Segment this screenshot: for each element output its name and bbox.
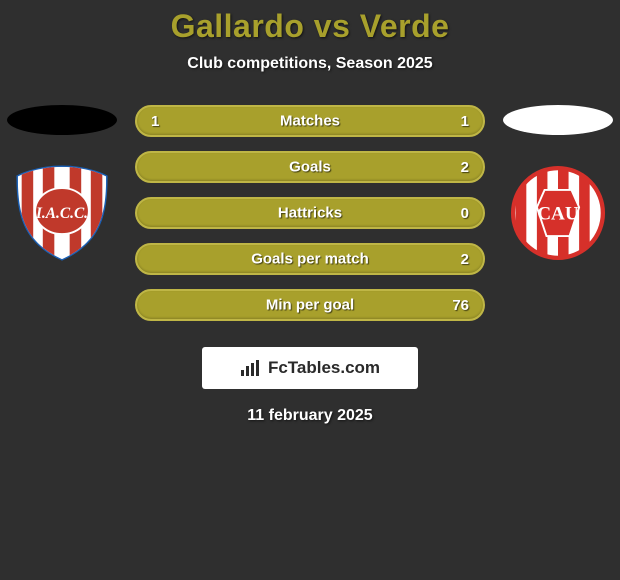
stat-right-value: 2 (445, 251, 469, 268)
stat-right-value: 2 (445, 159, 469, 176)
stat-bar-matches: 1 Matches 1 (135, 105, 485, 137)
bar-chart-icon (240, 359, 262, 377)
left-player-oval (7, 105, 117, 135)
svg-text:CAU: CAU (537, 204, 579, 225)
stat-label: Hattricks (278, 205, 342, 222)
right-team-badge: CAU (510, 165, 606, 261)
svg-text:I.A.C.C.: I.A.C.C. (35, 205, 88, 222)
right-player-oval (503, 105, 613, 135)
main-row: I.A.C.C. 1 Matches 1 Goals 2 Hattricks 0 (0, 105, 620, 321)
stat-label: Matches (280, 113, 340, 130)
stat-left-value: 1 (151, 113, 175, 130)
stat-bars: 1 Matches 1 Goals 2 Hattricks 0 Goals pe… (135, 105, 485, 321)
stat-bar-goals-per-match: Goals per match 2 (135, 243, 485, 275)
page-title: Gallardo vs Verde (0, 8, 620, 45)
stat-right-value: 76 (445, 297, 469, 314)
page-subtitle: Club competitions, Season 2025 (0, 55, 620, 73)
left-team-badge: I.A.C.C. (14, 165, 110, 261)
comparison-card: Gallardo vs Verde Club competitions, Sea… (0, 0, 620, 425)
stat-right-value: 1 (445, 113, 469, 130)
stat-label: Goals per match (251, 251, 369, 268)
stat-bar-min-per-goal: Min per goal 76 (135, 289, 485, 321)
stat-label: Goals (289, 159, 331, 176)
brand-box: FcTables.com (202, 347, 418, 389)
right-player-column: CAU (503, 105, 613, 261)
stat-bar-goals: Goals 2 (135, 151, 485, 183)
cau-badge-icon: CAU (510, 165, 606, 261)
left-player-column: I.A.C.C. (7, 105, 117, 261)
stat-bar-hattricks: Hattricks 0 (135, 197, 485, 229)
brand-text: FcTables.com (268, 358, 380, 378)
stat-label: Min per goal (266, 297, 354, 314)
date-text: 11 february 2025 (0, 407, 620, 425)
stat-right-value: 0 (445, 205, 469, 222)
iacc-badge-icon: I.A.C.C. (14, 165, 110, 261)
